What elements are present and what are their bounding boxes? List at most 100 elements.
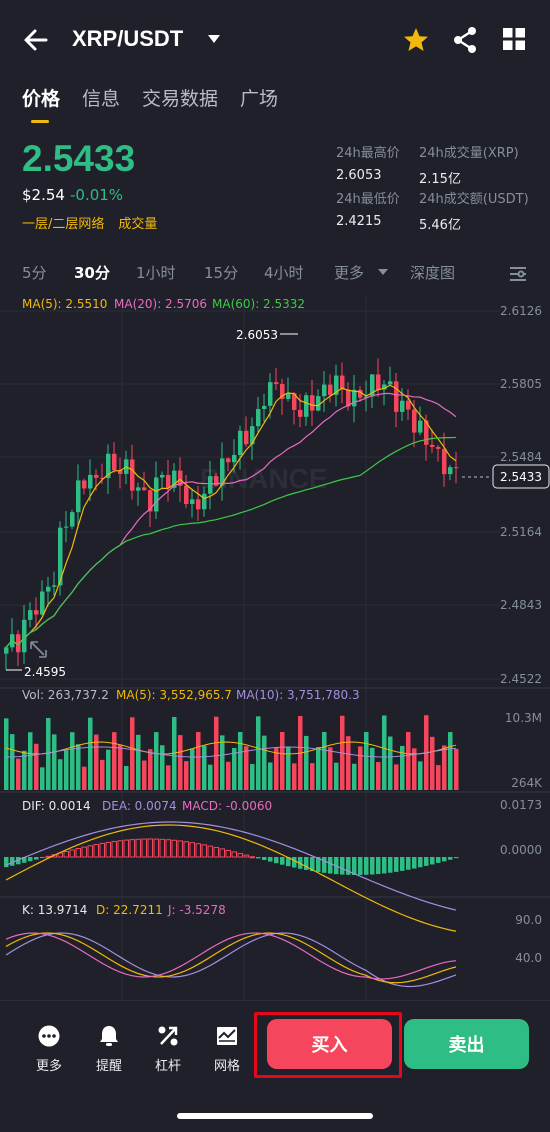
- candle-body: [334, 375, 339, 395]
- grid-button[interactable]: 网格: [202, 1025, 252, 1074]
- volume-ma5-line: [5, 741, 457, 755]
- candle-body: [178, 470, 183, 486]
- candle-body: [322, 384, 327, 397]
- interval-1h[interactable]: 1小时: [136, 264, 176, 282]
- ma-lines-group: [5, 384, 457, 648]
- volume-bar: [28, 732, 33, 790]
- alert-button[interactable]: 提醒: [84, 1025, 134, 1074]
- candle-body: [310, 395, 315, 411]
- candle-body: [136, 487, 141, 491]
- ma5-line: [5, 384, 457, 648]
- macd-dea-line: [5, 821, 457, 911]
- bell-icon: [100, 1026, 118, 1046]
- volume-bar: [322, 732, 327, 790]
- volume-axis-label: 10.3M: [505, 711, 542, 725]
- share-icon[interactable]: [452, 26, 478, 54]
- macd-bar: [292, 857, 297, 868]
- chart-settings-icon[interactable]: [508, 266, 528, 282]
- macd-bar: [346, 857, 351, 875]
- stat-low-value: 2.4215: [336, 214, 382, 229]
- ma60-legend: MA(60): 2.5332: [212, 297, 305, 311]
- price-axis-label: 2.5484: [500, 450, 542, 464]
- tag-layer-network[interactable]: 一层/二层网络: [22, 217, 105, 232]
- candle-body: [118, 470, 123, 474]
- tab-trading-data[interactable]: 交易数据: [142, 88, 219, 110]
- grid-label: 网格: [213, 1059, 240, 1074]
- kdj-j-line: [5, 932, 457, 980]
- candle-body: [316, 396, 321, 411]
- macd-bar: [436, 857, 441, 863]
- current-price-value: 2.5433: [500, 470, 542, 484]
- interval-depth[interactable]: 深度图: [410, 264, 456, 282]
- expand-icon[interactable]: [30, 641, 47, 658]
- macd-dif-line: [5, 824, 457, 932]
- stat-amount-label: 24h成交额(USDT): [419, 192, 529, 207]
- pair-title[interactable]: XRP/USDT: [72, 26, 184, 51]
- macd-bar: [213, 846, 219, 858]
- volume-bar: [46, 717, 51, 790]
- macd-bar: [322, 857, 327, 873]
- grid-menu-icon[interactable]: [502, 27, 526, 51]
- volume-bar: [250, 764, 255, 790]
- volume-bar: [196, 732, 201, 790]
- volume-bar: [10, 734, 15, 790]
- volume-bar: [118, 744, 123, 790]
- candle-body: [148, 490, 153, 512]
- volume-bar: [100, 759, 105, 790]
- sell-button[interactable]: 卖出: [404, 1019, 529, 1069]
- tab-info[interactable]: 信息: [82, 88, 121, 110]
- interval-4h[interactable]: 4小时: [264, 264, 304, 282]
- volume-bar: [16, 758, 21, 790]
- volume-bar: [58, 759, 63, 790]
- leverage-button[interactable]: 杠杆: [143, 1025, 193, 1074]
- candle-body: [328, 384, 333, 395]
- macd-bar: [243, 854, 249, 858]
- interval-15m[interactable]: 15分: [204, 264, 239, 282]
- candle-body: [448, 467, 453, 475]
- more-dots-icon: [38, 1025, 60, 1047]
- volume-bar: [442, 745, 447, 790]
- volume-bar: [310, 763, 315, 790]
- candle-body: [232, 455, 237, 463]
- volume-bar: [352, 763, 357, 790]
- macd-bar: [165, 839, 171, 858]
- caret-down-icon[interactable]: [378, 268, 388, 276]
- volume-bar: [154, 732, 159, 790]
- interval-30m[interactable]: 30分: [74, 264, 110, 282]
- candle-body: [244, 430, 249, 445]
- macd-bar: [256, 857, 261, 859]
- volume-bar: [232, 748, 237, 790]
- tab-square[interactable]: 广场: [240, 88, 279, 110]
- kline-chart[interactable]: BINANCE MA(5): 2.5510 MA(20): 2.5706 MA(…: [0, 290, 550, 1000]
- tag-volume[interactable]: 成交量: [118, 217, 158, 232]
- volume-bar: [22, 750, 27, 790]
- candle-body: [160, 474, 165, 478]
- star-icon[interactable]: [402, 26, 430, 54]
- interval-5m[interactable]: 5分: [22, 264, 47, 282]
- price-change: -0.01%: [70, 186, 124, 204]
- macd-bar: [249, 856, 255, 859]
- ma60-line: [5, 436, 457, 648]
- more-button[interactable]: 更多: [24, 1025, 74, 1074]
- candle-body: [454, 467, 459, 469]
- tab-price[interactable]: 价格: [22, 88, 61, 110]
- macd-bar: [22, 857, 27, 863]
- interval-more[interactable]: 更多: [334, 264, 365, 282]
- stat-volume-label: 24h成交量(XRP): [419, 146, 519, 161]
- macd-bar: [34, 857, 39, 860]
- caret-down-icon[interactable]: [207, 33, 221, 45]
- candle-body: [100, 477, 105, 479]
- candle-body: [46, 586, 51, 592]
- macd-bar: [340, 857, 345, 875]
- buy-button[interactable]: 买入: [267, 1019, 392, 1069]
- volume-bar: [94, 734, 99, 790]
- candle-body: [394, 381, 399, 412]
- kdj-axis-label: 90.0: [515, 913, 542, 927]
- macd-bar: [99, 842, 105, 858]
- macd-bar: [328, 857, 333, 874]
- ma20-legend: MA(20): 2.5706: [114, 297, 207, 311]
- back-arrow-icon[interactable]: [20, 24, 52, 56]
- macd-bar: [129, 839, 135, 858]
- volume-bar: [208, 764, 213, 790]
- volume-bar: [166, 765, 171, 790]
